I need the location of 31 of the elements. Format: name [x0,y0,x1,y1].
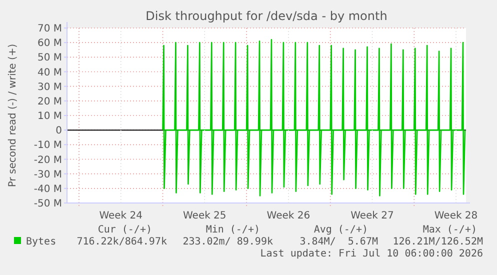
y-tick-label: -30 M [34,169,62,180]
text: Last update: Fri Jul 10 06:00:00 2026 [260,248,483,260]
line-series [162,39,466,196]
text: Max (-/+) [422,224,477,236]
y-tick-label: 10 M [37,111,62,122]
text: 126.21M/126.52M [392,236,483,248]
text: 716.22k/864.97k [76,236,167,248]
text: Cur (-/+) [98,224,152,236]
chart-title: Disk throughput for /dev/sda - by month [146,9,388,24]
x-tick-label: Week 28 [434,210,478,222]
text: Min (-/+) [206,224,260,236]
text: 3.84M/ 5.67M [300,236,378,248]
y-tick-label: 40 M [37,67,62,78]
y-tick-label: 70 M [37,24,62,34]
y-axis-title: Pr second read (-) / write (+) [8,44,18,188]
x-tick-label: Week 25 [183,210,226,222]
y-tick-label: 50 M [37,52,62,64]
x-tick-label: Week 26 [266,210,310,222]
text: Avg (-/+) [314,224,368,236]
y-tick-label: 20 M [37,96,62,108]
x-tick-label: Week 24 [99,210,143,222]
x-tick-label: Week 27 [350,210,394,222]
legend-label: Bytes [26,236,56,248]
y-tick-label: -20 M [34,154,62,166]
y-tick-label: -40 M [34,184,62,195]
y-tick-label: -50 M [34,198,62,210]
y-tick-label: 0 [56,126,62,137]
y-tick-label: 30 M [37,82,62,93]
y-tick-label: 60 M [37,38,62,50]
y-tick-label: -10 M [34,140,62,152]
text: 233.02m/ 89.99k [182,236,273,248]
